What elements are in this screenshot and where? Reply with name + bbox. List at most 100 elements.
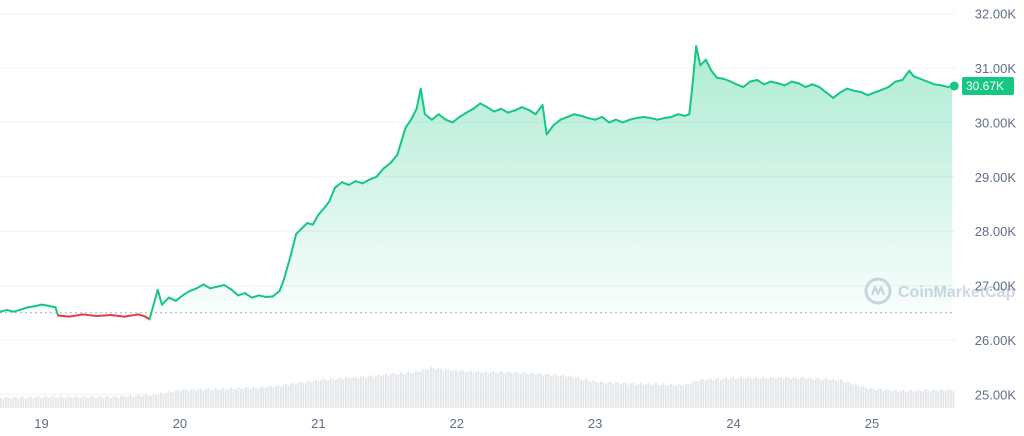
current-price-badge — [962, 76, 1014, 95]
price-line-segment — [811, 83, 821, 89]
volume-bar — [575, 378, 577, 408]
volume-bar — [655, 383, 657, 408]
volume-bar — [167, 391, 170, 408]
volume-bar — [872, 388, 875, 408]
volume-bar — [12, 396, 15, 408]
volume-bar — [465, 372, 467, 408]
volume-bar — [252, 386, 255, 408]
volume-bar — [767, 379, 770, 408]
price-line-segment — [151, 288, 159, 311]
volume-bar — [700, 379, 702, 408]
volume-bar — [52, 395, 55, 408]
volume-bar — [172, 392, 175, 408]
volume-bar — [330, 377, 332, 408]
volume-bar — [170, 391, 172, 408]
volume-bar — [325, 380, 327, 408]
volume-bar — [660, 385, 662, 408]
volume-bar — [867, 389, 870, 408]
price-line-segment — [559, 115, 569, 121]
volume-bar — [757, 378, 760, 408]
volume-bar — [232, 389, 235, 408]
volume-bar — [915, 391, 917, 408]
x-tick-label: 24 — [726, 416, 740, 431]
volume-bar — [412, 373, 415, 408]
volume-bar — [397, 374, 400, 408]
price-line-segment — [340, 181, 350, 186]
volume-bar — [42, 396, 45, 408]
volume-bar — [755, 376, 757, 408]
volume-bar — [447, 369, 450, 408]
price-line-segment — [202, 283, 212, 290]
volume-bar — [295, 384, 297, 408]
volume-bar — [382, 375, 385, 408]
price-line-segment — [354, 180, 364, 185]
volume-bar — [112, 396, 115, 408]
volume-bar — [207, 388, 210, 408]
price-line-segment — [783, 80, 793, 87]
price-line-segment — [887, 80, 897, 89]
volume-bar — [462, 370, 465, 408]
volume-bar — [852, 384, 855, 408]
price-line-segment — [704, 58, 713, 72]
volume-bar — [772, 377, 775, 408]
volume-bar — [122, 395, 125, 408]
volume-bar — [467, 371, 470, 408]
price-line-segment — [109, 313, 126, 318]
volume-bar — [305, 382, 307, 408]
price-line-segment — [156, 288, 163, 306]
price-line-segment — [695, 45, 702, 67]
volume-bar — [617, 382, 620, 408]
price-line-segment — [458, 111, 468, 118]
volume-bar — [452, 370, 455, 408]
price-line-segment — [797, 82, 807, 89]
volume-bar — [310, 382, 312, 408]
volume-bar — [750, 378, 752, 408]
volume-bar — [137, 394, 140, 408]
volume-bar — [405, 373, 407, 408]
price-line-segment — [691, 45, 698, 91]
volume-bar — [600, 381, 602, 408]
volume-bar — [815, 378, 817, 408]
volume-bar — [952, 391, 955, 408]
volume-bar — [392, 373, 395, 408]
volume-bar — [732, 376, 735, 408]
volume-bar — [662, 383, 665, 408]
price-line-segment — [47, 304, 57, 309]
price-line-segment — [940, 84, 950, 89]
volume-bar — [5, 396, 7, 408]
volume-bar — [472, 372, 475, 408]
volume-bar — [605, 383, 607, 408]
volume-bar — [945, 391, 947, 408]
volume-bar — [317, 380, 320, 408]
volume-bar — [87, 398, 90, 408]
volume-bar — [22, 396, 25, 408]
volume-bar — [227, 389, 230, 408]
volume-bar — [597, 383, 600, 408]
x-tick-label: 25 — [865, 416, 879, 431]
volume-bar — [537, 373, 540, 408]
volume-bar — [162, 393, 165, 408]
price-line-segment — [437, 113, 447, 121]
volume-bar — [190, 389, 192, 408]
volume-bar — [240, 388, 242, 408]
price-area-fill — [0, 46, 953, 320]
price-line-segment — [410, 107, 418, 121]
volume-bar — [292, 382, 295, 408]
price-line-segment — [216, 284, 226, 288]
volume-bar — [890, 391, 892, 408]
volume-bar — [687, 384, 690, 408]
volume-bar — [695, 381, 697, 408]
volume-bar — [635, 385, 637, 408]
price-line-segment — [908, 69, 915, 78]
volume-bar — [235, 389, 237, 408]
current-price-label: 30.67K — [966, 79, 1004, 93]
price-line-segment — [289, 232, 298, 257]
volume-bar — [165, 393, 167, 408]
volume-bar — [80, 397, 82, 408]
volume-bar — [505, 373, 507, 408]
price-line-segment — [933, 83, 943, 87]
volume-bar — [630, 383, 632, 408]
volume-bar — [115, 396, 117, 408]
volume-bar — [847, 381, 850, 408]
volume-bar — [247, 388, 250, 408]
